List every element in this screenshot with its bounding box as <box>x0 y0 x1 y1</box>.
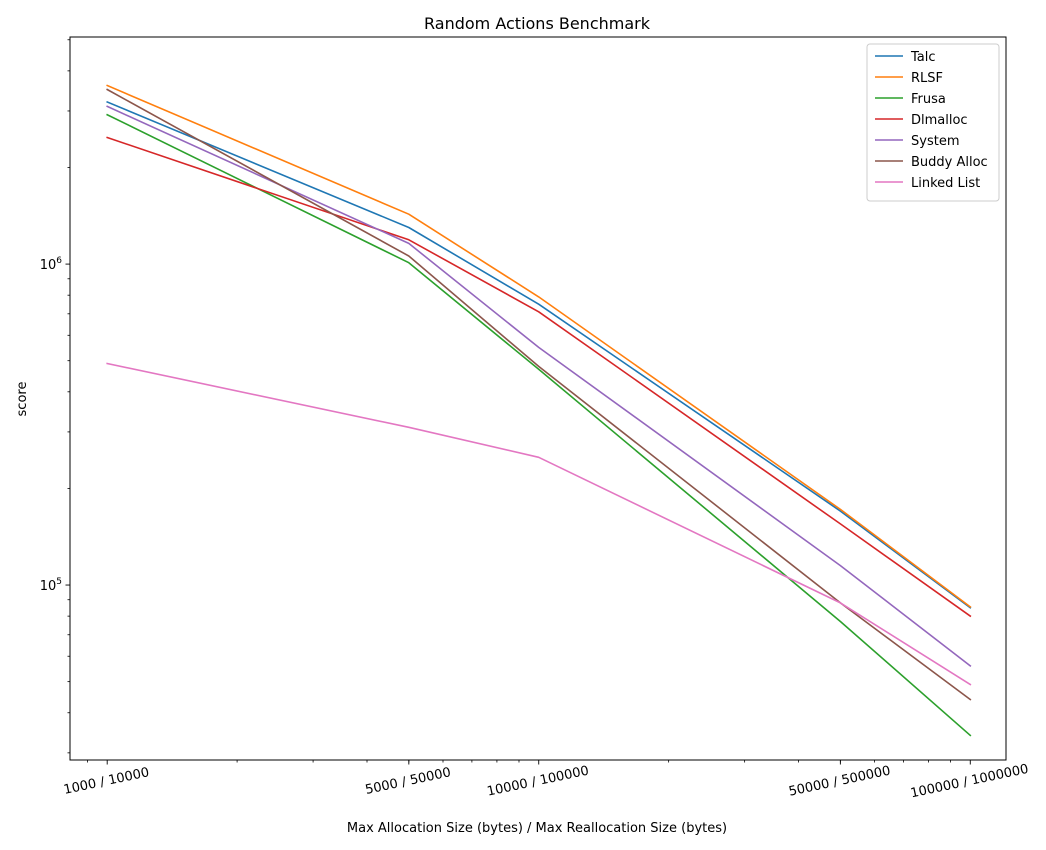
x-tick-label: 10000 / 100000 <box>486 763 590 799</box>
y-tick-label: 105 <box>40 577 62 594</box>
legend-label-frusa: Frusa <box>911 92 946 107</box>
series-line-buddy-alloc <box>106 88 972 701</box>
series-line-frusa <box>106 113 972 737</box>
legend-label-buddy-alloc: Buddy Alloc <box>911 155 988 170</box>
x-tick-label: 100000 / 1000000 <box>909 762 1030 802</box>
x-tick-label: 1000 / 10000 <box>62 765 150 798</box>
x-axis-label: Max Allocation Size (bytes) / Max Reallo… <box>347 821 727 836</box>
legend-label-system: System <box>911 134 959 149</box>
series-line-system <box>106 105 972 668</box>
y-axis-label: score <box>15 382 30 417</box>
x-tick-label: 50000 / 500000 <box>787 763 891 799</box>
x-tick-label: 5000 / 50000 <box>364 765 452 798</box>
series-line-rlsf <box>106 84 972 609</box>
legend-label-rlsf: RLSF <box>911 71 943 86</box>
legend-label-dlmalloc: Dlmalloc <box>911 113 968 128</box>
legend-label-linked-list: Linked List <box>911 176 980 191</box>
plot-frame <box>69 36 1007 761</box>
y-tick-label: 106 <box>40 256 63 273</box>
series-line-talc <box>106 100 972 609</box>
legend: Talc RLSF Frusa Dlmalloc System Buddy Alloc Li… <box>866 43 1000 202</box>
chart-title: Random Actions Benchmark <box>424 14 651 33</box>
series-line-linked-list <box>106 362 972 686</box>
legend-label-talc: Talc <box>910 50 936 65</box>
series-line-dlmalloc <box>106 136 972 618</box>
